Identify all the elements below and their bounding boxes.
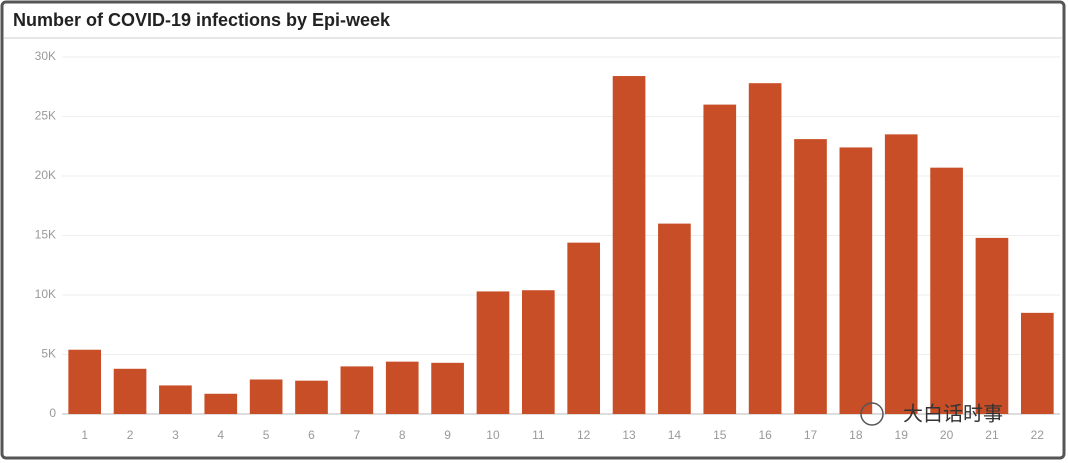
x-tick-label: 10 [486, 428, 500, 442]
bar [748, 83, 782, 415]
x-tick-label: 15 [713, 428, 727, 442]
bar [794, 139, 827, 415]
bar [612, 76, 646, 414]
bar [567, 242, 601, 414]
x-tick-label: 5 [263, 428, 270, 442]
bar [930, 167, 963, 414]
watermark: 大白话时事 [903, 402, 1003, 426]
x-tick-label: 12 [577, 428, 591, 442]
bar [476, 291, 510, 414]
x-tick-label: 18 [849, 428, 863, 442]
x-tick-label: 16 [758, 428, 772, 442]
x-tick-label: 8 [399, 428, 406, 442]
x-tick-label: 3 [172, 428, 179, 442]
bar [658, 223, 691, 414]
bar [521, 290, 555, 414]
y-tick-label: 25K [35, 109, 56, 123]
y-tick-label: 15K [35, 228, 56, 242]
bar [1020, 312, 1054, 414]
bar [159, 385, 192, 414]
y-tick-label: 5K [41, 347, 56, 361]
bar [204, 393, 238, 414]
x-tick-label: 14 [668, 428, 682, 442]
bar [68, 349, 102, 414]
bar [113, 368, 147, 414]
watermark-icon [860, 402, 884, 426]
bar [295, 380, 328, 414]
watermark-group: 大白话时事 [860, 402, 1003, 426]
chart-title: Number of COVID-19 infections by Epi-wee… [13, 10, 391, 30]
bar [975, 237, 1009, 414]
bar [884, 134, 918, 414]
x-tick-label: 13 [622, 428, 636, 442]
bar [385, 361, 419, 414]
x-tick-label: 9 [444, 428, 451, 442]
bar [431, 362, 464, 414]
x-tick-label: 17 [804, 428, 818, 442]
x-tick-label: 7 [354, 428, 361, 442]
x-tick-label: 4 [217, 428, 224, 442]
y-tick-label: 20K [35, 168, 56, 182]
y-tick-label: 10K [35, 287, 56, 301]
x-tick-label: 20 [940, 428, 954, 442]
x-tick-label: 1 [81, 428, 88, 442]
x-tick-label: 6 [308, 428, 315, 442]
y-tick-label: 30K [35, 49, 56, 63]
bar [340, 366, 374, 414]
x-tick-label: 21 [985, 428, 999, 442]
x-tick-label: 22 [1031, 428, 1045, 442]
y-tick-label: 0 [49, 406, 56, 420]
x-tick-label: 19 [895, 428, 909, 442]
bar [703, 104, 737, 414]
x-tick-label: 2 [127, 428, 134, 442]
x-tick-label: 11 [532, 428, 545, 442]
bar [249, 379, 283, 414]
bar [839, 147, 873, 414]
